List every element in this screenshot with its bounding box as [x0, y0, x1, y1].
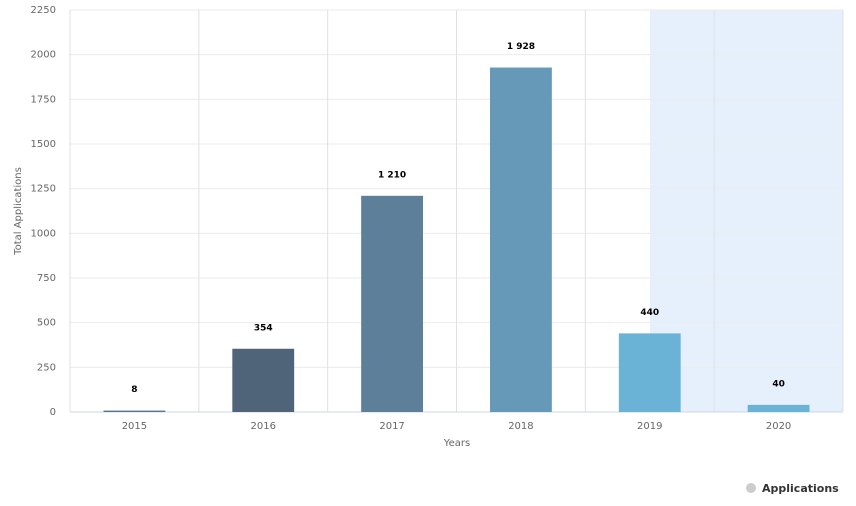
data-label: 440 [640, 308, 659, 318]
x-tick-label: 2018 [508, 421, 533, 432]
y-tick-label: 0 [50, 407, 56, 418]
y-tick-label: 1250 [31, 184, 56, 195]
y-tick-label: 1750 [31, 94, 56, 105]
legend-label[interactable]: Applications [762, 482, 839, 495]
data-label: 8 [131, 385, 137, 395]
y-tick-label: 1500 [31, 139, 56, 150]
bar [618, 333, 681, 412]
legend-marker[interactable] [746, 483, 756, 493]
data-label: 1 210 [378, 170, 406, 180]
bar [361, 195, 424, 412]
x-tick-label: 2016 [251, 421, 276, 432]
x-tick-label: 2020 [766, 421, 791, 432]
data-label: 354 [254, 323, 273, 333]
x-tick-label: 2019 [637, 421, 662, 432]
data-label: 1 928 [507, 42, 535, 52]
y-axis-title: Total Applications [13, 167, 24, 256]
y-tick-label: 1000 [31, 228, 56, 239]
data-label: 40 [772, 379, 785, 389]
bar [103, 410, 166, 412]
y-tick-label: 500 [37, 318, 56, 329]
bar [489, 67, 552, 412]
x-tick-label: 2015 [122, 421, 147, 432]
y-tick-label: 750 [37, 273, 56, 284]
bar [232, 348, 295, 412]
plot-band [650, 10, 843, 412]
y-tick-label: 250 [37, 362, 56, 373]
y-tick-label: 2000 [31, 50, 56, 61]
x-tick-label: 2017 [379, 421, 404, 432]
y-tick-label: 2250 [31, 5, 56, 16]
x-axis-title: Years [443, 438, 470, 449]
bar [747, 404, 810, 412]
